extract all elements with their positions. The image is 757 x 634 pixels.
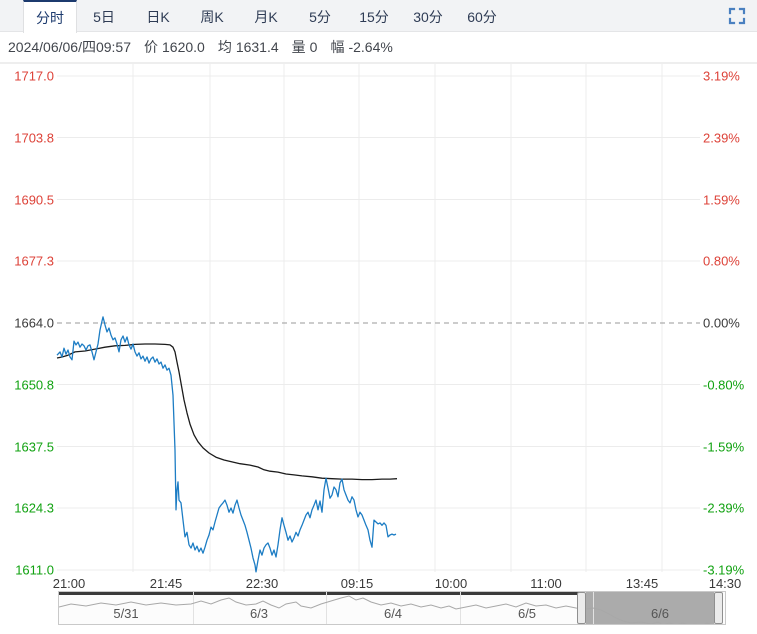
x-axis-label: 11:00 [530,576,562,591]
navigator-date-label: 6/5 [517,606,537,621]
y-axis-right-label: 3.19% [703,68,740,84]
y-axis-left-label: 1637.5 [14,439,54,454]
tab-5day[interactable]: 5日 [93,8,115,25]
price-line [56,316,397,573]
y-axis-right-label: 2.39% [703,130,740,146]
y-axis-left-label: 1677.3 [14,253,54,269]
tab-5min[interactable]: 5分 [309,8,331,25]
tab-fenshi-intraday[interactable]: 分时 [23,0,77,33]
tab-60min[interactable]: 60分 [467,8,497,25]
tab-monthly-k[interactable]: 月K [254,8,278,25]
navigator-track[interactable]: 5/31 6/3 6/4 6/5 6/6 [58,591,726,625]
x-axis-label: 22:30 [245,576,279,591]
navigator-date-label: 6/4 [383,606,403,621]
y-axis-right-label: -1.59% [703,439,745,454]
navigator-day-divider [326,592,328,624]
navigator-date-label: 6/3 [249,606,269,621]
navigator-day-divider [593,592,595,624]
y-axis-right-label: -3.19% [703,562,745,578]
x-axis-label: 21:45 [149,576,183,591]
y-axis-left-label: 1664.0 [14,315,54,331]
x-axis-label: 21:00 [52,576,86,591]
y-axis-left-label: 1650.8 [14,377,54,393]
period-tabbar: 分时 5日 日K 周K 月K 5分 15分 30分 60分 [0,0,757,33]
y-axis-right-label: 1.59% [703,192,740,207]
navigator-date-label: 6/6 [650,606,670,621]
info-average: 均 1631.4 [217,39,279,55]
navigator-handle-left[interactable] [577,592,586,624]
navigator-day-divider [459,592,461,624]
navigator-viewed-range-bar [59,592,579,595]
average-line [56,343,398,481]
x-axis-label: 14:30 [708,576,742,591]
y-axis-left-label: 1703.8 [14,130,54,146]
y-axis-right-label: -2.39% [703,500,745,516]
info-price: 价 1620.0 [144,39,205,55]
tab-15min[interactable]: 15分 [359,8,389,25]
y-axis-left-label: 1717.0 [14,68,54,84]
fullscreen-icon [728,7,746,25]
y-axis-left-label: 1624.3 [14,500,54,516]
tab-daily-k[interactable]: 日K [146,8,170,25]
info-change-percent: 幅 -2.64% [330,39,393,55]
navigator-handle-right[interactable] [714,592,723,624]
info-datetime: 2024/06/06/四09:57 [8,39,131,55]
y-axis-right-label: 0.00% [703,315,740,331]
tab-30min[interactable]: 30分 [413,8,443,25]
y-axis-right-label: 0.80% [703,253,740,269]
tab-weekly-k[interactable]: 周K [200,8,224,25]
y-axis-right-label: -0.80% [703,377,745,393]
navigator-date-label: 5/31 [113,606,139,621]
x-axis-label: 13:45 [625,576,659,591]
y-axis-left-label: 1611.0 [15,562,54,578]
navigator-day-divider [192,592,194,624]
x-axis-label: 10:00 [434,576,468,591]
y-axis-left-label: 1690.5 [14,192,54,207]
x-axis-label: 09:15 [340,576,374,591]
fullscreen-button[interactable] [728,7,746,25]
